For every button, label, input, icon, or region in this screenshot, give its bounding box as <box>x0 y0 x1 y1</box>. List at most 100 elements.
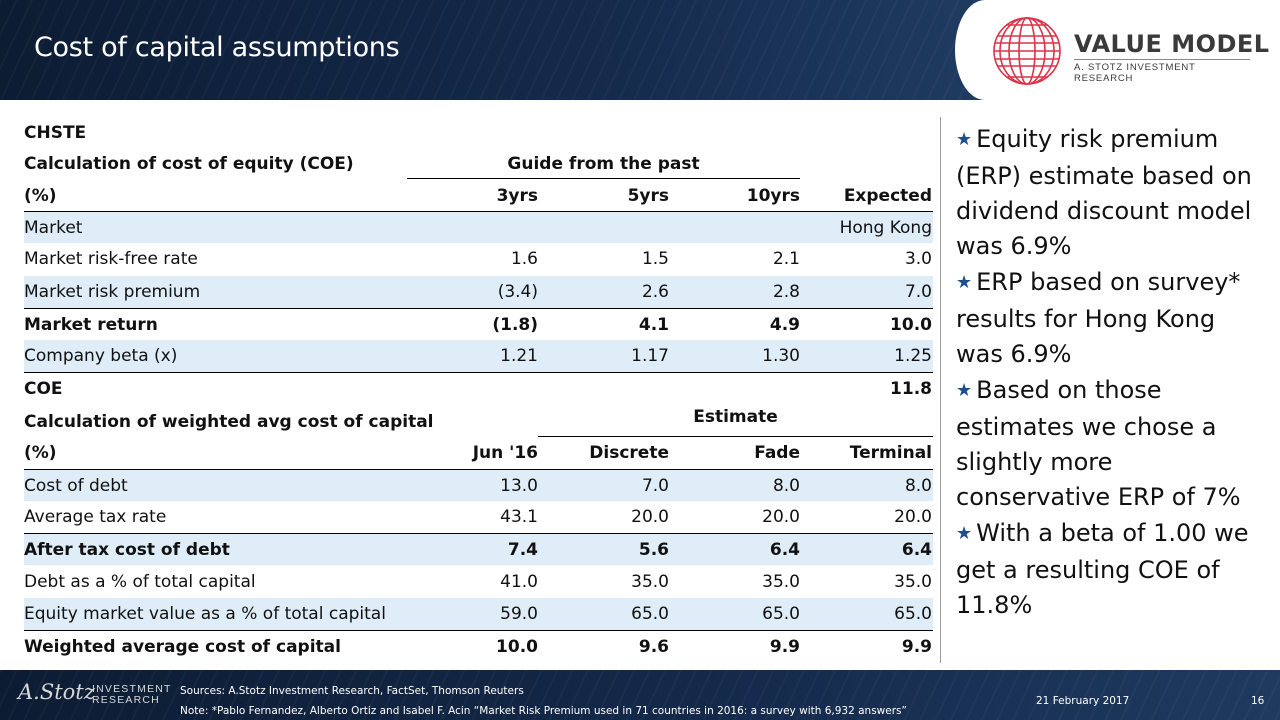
row-label: Weighted average cost of capital <box>24 637 341 657</box>
cell-value: 59.0 <box>500 604 538 624</box>
cell-value: 1.21 <box>500 346 538 366</box>
investment-research-label: INVESTMENT RESEARCH <box>92 684 172 706</box>
cell-value: 10.0 <box>890 315 932 335</box>
cell-value: 1.30 <box>762 346 800 366</box>
wacc-heading: Calculation of weighted avg cost of capi… <box>24 412 434 432</box>
cell-value: 5.6 <box>638 540 669 560</box>
bullet-item: ★ ERP based on survey* results for Hong K… <box>956 265 1266 372</box>
row-label: Company beta (x) <box>24 346 178 366</box>
cell-value: 3.0 <box>904 249 932 269</box>
cell-value: 10.0 <box>496 637 538 657</box>
coe-heading-row: Calculation of cost of equity (COE) Guid… <box>24 148 933 180</box>
bullet-item: ★ Based on those estimates we chose a sli… <box>956 373 1266 515</box>
cell-value: 2.6 <box>641 282 669 302</box>
brand-tagline: A. STOTZ INVESTMENT RESEARCH <box>1074 59 1250 84</box>
bullet-text: Based on those estimates we chose a slig… <box>956 376 1241 511</box>
coe-heading: Calculation of cost of equity (COE) <box>24 154 354 174</box>
cell-value: 8.0 <box>772 476 800 496</box>
row-label: Market risk premium <box>24 282 201 302</box>
sources-text: Sources: A.Stotz Investment Research, Fa… <box>180 685 524 697</box>
star-bullet-icon: ★ <box>956 129 973 150</box>
cell-value: 65.0 <box>894 604 932 624</box>
table-row: Average tax rate 43.1 20.0 20.0 20.0 <box>24 501 933 533</box>
commentary-bullets: ★ Equity risk premium (ERP) estimate base… <box>956 122 1266 624</box>
cell-value: 1.6 <box>510 249 538 269</box>
slide-date: 21 February 2017 <box>1036 695 1130 707</box>
table-row: COE 11.8 <box>24 372 933 404</box>
cell-value: 4.1 <box>638 315 669 335</box>
bullet-text: Equity risk premium (ERP) estimate based… <box>956 125 1252 260</box>
cell-value: 20.0 <box>762 507 800 527</box>
company-row: CHSTE <box>24 117 933 149</box>
coe-group-underline <box>407 178 800 179</box>
cell-value: 7.4 <box>507 540 538 560</box>
cell-value: (3.4) <box>497 282 538 302</box>
cell-value: 8.0 <box>904 476 932 496</box>
footer-bar: A.Stotz INVESTMENT RESEARCH Sources: A.S… <box>0 670 1280 720</box>
cell-value: 65.0 <box>631 604 669 624</box>
wacc-group-underline <box>538 436 933 437</box>
cell-value: 65.0 <box>762 604 800 624</box>
cell-value: 20.0 <box>894 507 932 527</box>
cell-value: 7.0 <box>904 282 932 302</box>
investment-line: INVESTMENT <box>92 683 172 695</box>
cell-value: 6.4 <box>769 540 800 560</box>
cell-value: 20.0 <box>631 507 669 527</box>
row-label: Equity market value as a % of total capi… <box>24 604 386 624</box>
row-label: After tax cost of debt <box>24 540 230 560</box>
wacc-heading-row: Calculation of weighted avg cost of capi… <box>24 405 933 437</box>
cell-value: Hong Kong <box>839 218 932 238</box>
wacc-unit-label: (%) <box>24 443 57 463</box>
cell-value: 6.4 <box>901 540 932 560</box>
cell-value: 9.9 <box>769 637 800 657</box>
bullet-item: ★ Equity risk premium (ERP) estimate base… <box>956 122 1266 264</box>
research-line: RESEARCH <box>92 694 160 706</box>
cell-value: 1.25 <box>894 346 932 366</box>
signature-logo: A.Stotz <box>18 680 95 704</box>
table-row: After tax cost of debt 7.4 5.6 6.4 6.4 <box>24 533 933 565</box>
cell-value: 41.0 <box>500 572 538 592</box>
wacc-column-header-row: (%) Jun '16 Discrete Fade Terminal <box>24 437 933 469</box>
brand-name: VALUE MODEL <box>1074 30 1270 58</box>
wacc-col-header: Jun '16 <box>472 443 538 463</box>
cell-value: 9.9 <box>901 637 932 657</box>
bullet-text: With a beta of 1.00 we get a resulting C… <box>956 519 1249 619</box>
cell-value: 7.0 <box>641 476 669 496</box>
coe-column-header-row: (%) 3yrs 5yrs 10yrs Expected <box>24 180 933 212</box>
column-divider <box>940 117 941 663</box>
globe-logo-icon <box>993 17 1061 85</box>
row-label: Market return <box>24 315 158 335</box>
cell-value: 9.6 <box>638 637 669 657</box>
page-title: Cost of capital assumptions <box>34 32 400 63</box>
coe-group-label: Guide from the past <box>507 154 700 174</box>
coe-col-header: 3yrs <box>496 186 538 206</box>
cell-value: 35.0 <box>631 572 669 592</box>
coe-unit-label: (%) <box>24 186 57 206</box>
coe-col-header: 5yrs <box>627 186 669 206</box>
cell-value: 35.0 <box>894 572 932 592</box>
star-bullet-icon: ★ <box>956 272 973 293</box>
row-label: Debt as a % of total capital <box>24 572 256 592</box>
table-row: Debt as a % of total capital 41.0 35.0 3… <box>24 566 933 598</box>
cell-value: 4.9 <box>769 315 800 335</box>
footnote-text: Note: *Pablo Fernandez, Alberto Ortiz an… <box>180 705 907 717</box>
table-row: Cost of debt 13.0 7.0 8.0 8.0 <box>24 469 933 501</box>
table-row: Weighted average cost of capital 10.0 9.… <box>24 630 933 662</box>
footer-texture <box>0 670 1280 720</box>
star-bullet-icon: ★ <box>956 380 973 401</box>
cell-value: 13.0 <box>500 476 538 496</box>
table-row: Market return (1.8) 4.1 4.9 10.0 <box>24 308 933 340</box>
cell-value: 11.8 <box>890 379 932 399</box>
row-label: Cost of debt <box>24 476 128 496</box>
table-row: Market risk-free rate 1.6 1.5 2.1 3.0 <box>24 243 933 275</box>
wacc-col-header: Terminal <box>849 443 932 463</box>
cell-value: 35.0 <box>762 572 800 592</box>
wacc-group-label: Estimate <box>693 407 778 427</box>
coe-col-header: Expected <box>843 186 932 206</box>
row-label: Market risk-free rate <box>24 249 198 269</box>
wacc-col-header: Discrete <box>589 443 669 463</box>
cell-value: 1.5 <box>641 249 669 269</box>
cell-value: 2.1 <box>772 249 800 269</box>
row-label: Market <box>24 218 83 238</box>
cell-value: (1.8) <box>492 315 538 335</box>
